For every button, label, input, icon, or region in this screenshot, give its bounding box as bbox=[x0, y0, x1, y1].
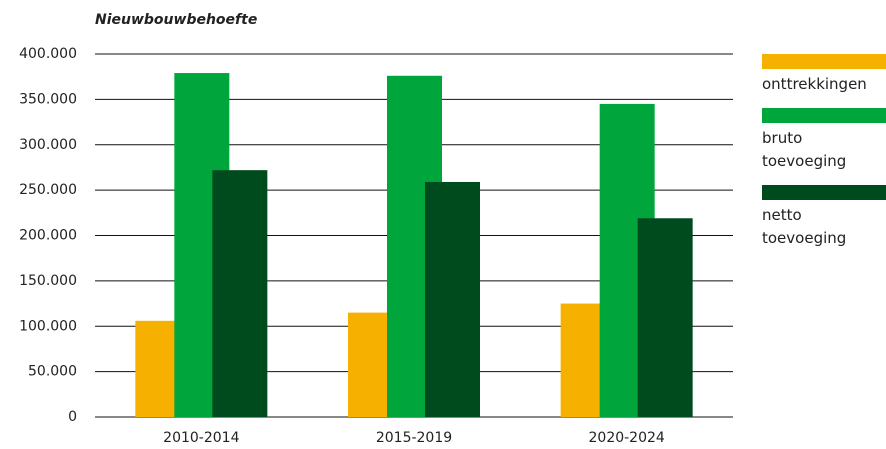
y-tick-label: 200.000 bbox=[19, 228, 77, 244]
legend-swatch bbox=[762, 185, 886, 200]
legend-item: bruto toevoeging bbox=[762, 108, 886, 173]
legend-label: onttrekkingen bbox=[762, 75, 867, 93]
bar bbox=[637, 218, 693, 417]
legend: onttrekkingen bruto toevoeging netto toevo… bbox=[762, 54, 886, 262]
y-tick-label: 300.000 bbox=[19, 137, 77, 153]
legend-item: onttrekkingen bbox=[762, 54, 886, 96]
y-tick-label: 50.000 bbox=[28, 364, 77, 380]
y-tick-label: 400.000 bbox=[19, 46, 77, 62]
bar bbox=[425, 181, 480, 417]
chart-title: Nieuwbouwbehoefte bbox=[95, 12, 257, 28]
x-tick-label: 2015-2019 bbox=[376, 430, 452, 446]
x-tick-label: 2010-2014 bbox=[163, 430, 239, 446]
y-tick-label: 0 bbox=[68, 409, 77, 425]
legend-label: bruto toevoeging bbox=[762, 129, 847, 170]
y-tick-label: 100.000 bbox=[19, 318, 77, 334]
x-tick-label: 2020-2024 bbox=[589, 430, 665, 446]
bar bbox=[212, 170, 268, 417]
y-tick-label: 250.000 bbox=[19, 182, 77, 198]
y-tick-label: 150.000 bbox=[19, 273, 77, 289]
y-tick-label: 350.000 bbox=[19, 91, 77, 107]
legend-swatch bbox=[762, 108, 886, 123]
legend-label: netto toevoeging bbox=[762, 206, 847, 247]
legend-swatch bbox=[762, 54, 886, 69]
legend-item: netto toevoeging bbox=[762, 185, 886, 250]
